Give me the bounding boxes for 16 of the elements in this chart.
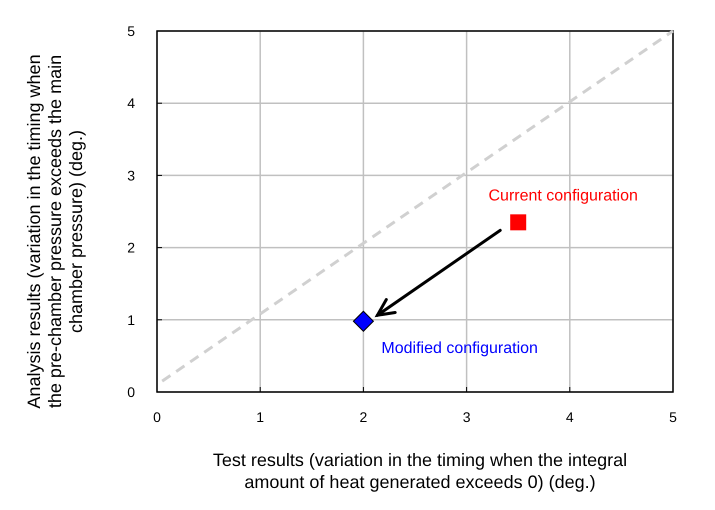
x-tick-label: 3 <box>462 409 471 425</box>
x-tick-label: 4 <box>566 409 574 425</box>
y-tick-label: 3 <box>127 167 136 184</box>
y-tick-label: 1 <box>127 312 136 328</box>
x-tick-label: 1 <box>256 409 264 425</box>
x-axis-title: Test results (variation in the timing when the integral amount of heat generated exceeds 0) (deg.) <box>212 450 628 492</box>
y-tick-label: 2 <box>127 240 136 256</box>
y-tick-label: 5 <box>127 23 136 39</box>
series-label: Current configuration <box>488 187 638 204</box>
y-axis-title: Analysis results (variation in the timing when the pre-chamber pressure exceeds the main chamber pressure) (deg.) <box>24 54 86 409</box>
y-tick-label: 4 <box>127 95 136 112</box>
y-tick-label: 0 <box>127 384 136 400</box>
x-tick-label: 5 <box>669 409 678 425</box>
x-tick-label: 2 <box>360 409 368 425</box>
x-tick-label: 0 <box>153 409 162 425</box>
series-label: Modified configuration <box>381 340 538 358</box>
